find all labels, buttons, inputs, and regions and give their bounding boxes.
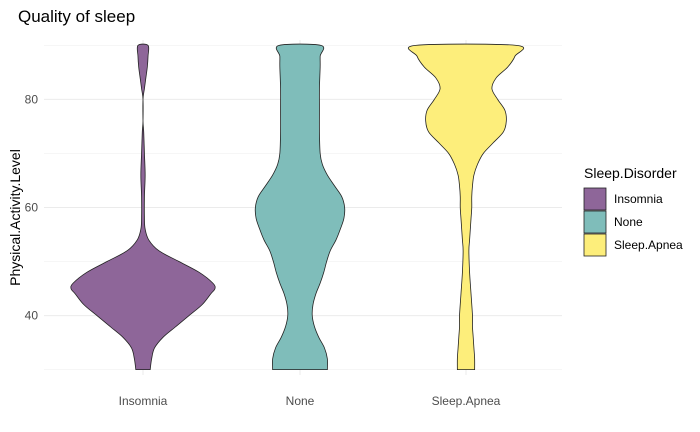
chart-title: Quality of sleep [18, 7, 135, 26]
legend-label: None [614, 215, 643, 229]
legend-label: Sleep.Apnea [614, 238, 683, 252]
axes: 40 60 80 Insomnia None Sleep.Apnea [25, 92, 501, 408]
x-tick-label: Sleep.Apnea [432, 394, 501, 408]
violins [70, 43, 525, 370]
y-tick-label: 60 [25, 201, 39, 215]
legend: Sleep.Disorder Insomnia None Sleep.Apnea [583, 165, 683, 257]
legend-key-insomnia [583, 187, 607, 211]
violin-sleep-apnea [407, 43, 525, 370]
legend-key-none [583, 210, 607, 234]
violin-none [254, 43, 346, 370]
legend-key-sleep-apnea [583, 233, 607, 257]
x-tick-label: None [286, 394, 315, 408]
x-tick-label: Insomnia [119, 394, 168, 408]
legend-title: Sleep.Disorder [584, 165, 677, 181]
y-tick-label: 40 [25, 309, 39, 323]
violin-insomnia [70, 43, 216, 370]
y-tick-label: 80 [25, 92, 39, 106]
y-axis-title: Physical.Activity.Level [7, 149, 23, 286]
legend-label: Insomnia [614, 192, 663, 206]
